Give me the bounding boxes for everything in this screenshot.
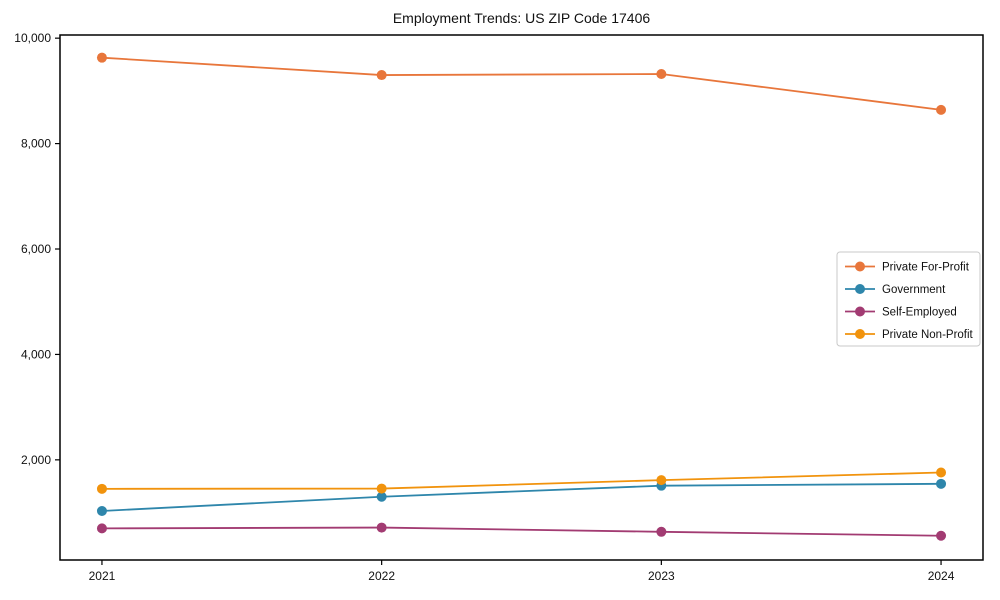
legend-box: [836, 251, 981, 347]
legend-marker-self-employed: [855, 306, 865, 317]
data-point-private-non-profit: [936, 467, 947, 478]
y-axis-tick-label: 10,000: [14, 31, 51, 45]
data-point-self-employed: [96, 523, 107, 534]
series-line-government: [101, 482, 942, 512]
data-point-private-non-profit: [96, 483, 107, 494]
data-point-self-employed: [936, 530, 947, 541]
data-point-self-employed: [656, 526, 667, 537]
x-axis-tick-label: 2021: [89, 569, 116, 583]
data-point-private-for-profit: [96, 52, 107, 63]
data-point-private-for-profit: [376, 70, 387, 81]
y-axis-tick-label: 4,000: [21, 347, 51, 361]
data-point-private-non-profit: [376, 483, 387, 494]
legend-label-government: Government: [882, 284, 946, 296]
x-axis-tick-label: 2022: [368, 569, 395, 583]
legend-marker-government: [855, 284, 865, 294]
series-line-private-non-profit: [101, 471, 942, 490]
data-point-private-for-profit: [936, 104, 947, 115]
legend-label-private-for-profit: Private For-Profit: [882, 262, 970, 274]
plot-area-frame: [59, 34, 984, 561]
chart-title: Employment Trends: US ZIP Code 17406: [392, 10, 651, 26]
x-axis-tick-label: 2024: [928, 569, 955, 583]
data-point-government: [936, 478, 947, 489]
y-axis-tick-label: 2,000: [21, 453, 51, 467]
data-point-private-for-profit: [656, 69, 667, 80]
legend-marker-private-non-profit: [855, 329, 865, 339]
data-point-self-employed: [376, 522, 387, 533]
legend-label-private-non-profit: Private Non-Profit: [882, 329, 974, 341]
series-line-private-for-profit: [101, 56, 942, 111]
legend-marker-private-for-profit: [855, 261, 865, 272]
series-line-self-employed: [101, 526, 942, 537]
y-axis-tick-label: 8,000: [21, 137, 51, 151]
x-axis-tick-label: 2023: [648, 569, 675, 583]
data-point-private-non-profit: [656, 475, 667, 486]
data-point-government: [96, 505, 107, 516]
data-point-government: [376, 491, 387, 502]
legend-label-self-employed: Self-Employed: [882, 307, 957, 319]
y-axis-tick-label: 6,000: [21, 242, 51, 256]
